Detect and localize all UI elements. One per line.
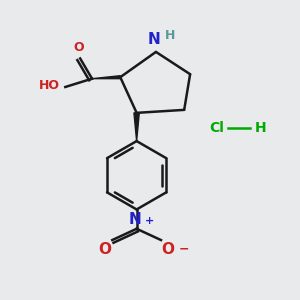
Text: H: H [165, 29, 175, 42]
Polygon shape [92, 76, 120, 79]
Text: O: O [99, 242, 112, 257]
Text: HO: HO [38, 79, 59, 92]
Text: O: O [162, 242, 175, 257]
Text: Cl: Cl [209, 121, 224, 135]
Text: +: + [145, 216, 154, 226]
Text: N: N [129, 212, 142, 227]
Text: O: O [74, 41, 84, 54]
Polygon shape [134, 113, 139, 141]
Text: H: H [255, 121, 266, 135]
Text: −: − [178, 242, 189, 255]
Text: N: N [148, 32, 161, 47]
